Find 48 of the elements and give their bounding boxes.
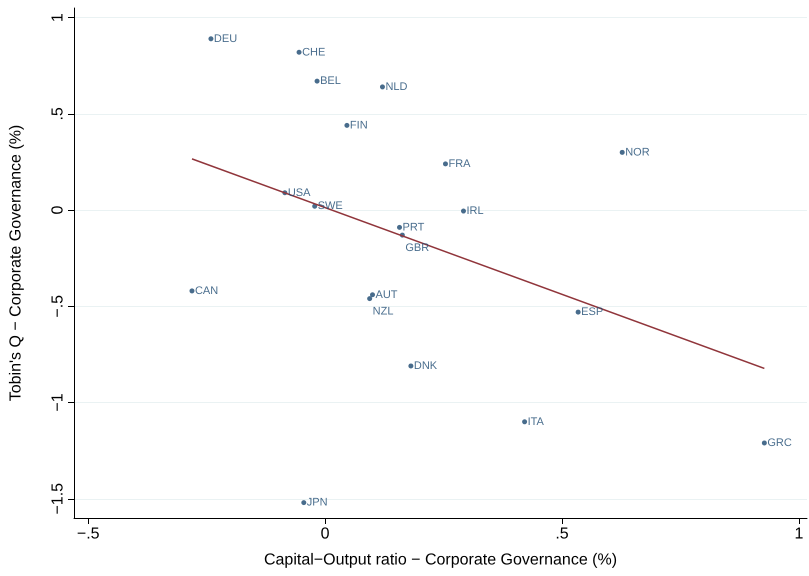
annotation: JPN [306, 496, 328, 509]
annotation: DNK [414, 360, 438, 372]
y-tick-label: 1 [50, 13, 66, 22]
annotation: PRT [402, 221, 425, 234]
annotation: NZL [372, 306, 394, 318]
annotation: USA [288, 186, 312, 199]
y-tick-label: −1.5 [50, 482, 66, 515]
annotation: NOR [625, 146, 650, 158]
x-tick-label: 1 [794, 526, 804, 542]
y-tick-label: .5 [50, 107, 66, 121]
x-tick-label: .5 [555, 526, 569, 542]
annotation: IRL [466, 205, 484, 218]
annotation: NLD [385, 80, 408, 93]
point [301, 500, 306, 506]
point [620, 150, 625, 155]
y-tick-label: −1 [50, 393, 66, 412]
point [370, 292, 376, 298]
point [344, 122, 350, 128]
x-tick-label: −.5 [76, 526, 100, 542]
point [522, 419, 528, 424]
annotation: FRA [448, 158, 472, 170]
y-tick-label: −.5 [50, 294, 66, 318]
point [296, 50, 302, 55]
y-tick-label: 0 [50, 206, 66, 215]
annotation: BEL [320, 75, 341, 88]
point [576, 310, 581, 315]
annotation: ITA [528, 416, 545, 428]
point [442, 161, 448, 166]
point [408, 363, 414, 368]
point [189, 288, 194, 294]
annotation: AUT [376, 288, 398, 301]
point [460, 208, 466, 214]
y-axis-title: Tobin's Q − Corporate Governance (%) [8, 124, 24, 402]
annotation: GRC [767, 436, 792, 449]
annotation: GBR [405, 242, 430, 254]
point [762, 440, 767, 446]
annotation: CAN [194, 284, 218, 297]
x-tick-label: 0 [320, 526, 330, 542]
point [397, 224, 402, 230]
annotation: FIN [350, 119, 368, 132]
point [380, 84, 385, 90]
x-axis-title: Capital−Output ratio − Corporate Governance (%) [264, 552, 618, 568]
point [314, 78, 320, 84]
point [367, 296, 372, 302]
point [208, 36, 214, 42]
annotation: ESP [581, 306, 604, 318]
annotation: DEU [214, 32, 238, 45]
annotation: CHE [302, 46, 326, 58]
